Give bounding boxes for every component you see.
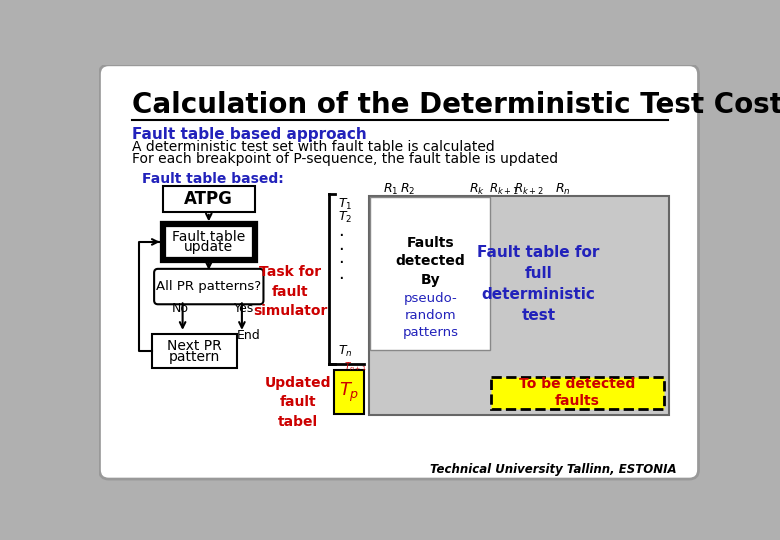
Text: $R_1$: $R_1$ [383,182,399,197]
Text: $R_{k+2}$: $R_{k+2}$ [514,182,544,197]
Text: update: update [184,240,233,254]
Text: pattern: pattern [168,349,220,363]
Text: $T_2$: $T_2$ [339,210,353,225]
Text: Fault table based:: Fault table based: [142,172,284,186]
FancyBboxPatch shape [369,195,669,415]
Text: ATPG: ATPG [184,190,233,208]
FancyBboxPatch shape [162,224,255,260]
Text: $T_{n+1}$: $T_{n+1}$ [344,360,367,373]
Text: ⋅: ⋅ [339,254,344,273]
FancyBboxPatch shape [335,370,363,414]
Text: Task for
fault
simulator: Task for fault simulator [254,266,328,319]
Text: A deterministic test set with fault table is calculated: A deterministic test set with fault tabl… [132,140,495,154]
FancyBboxPatch shape [152,334,236,368]
Text: ⋅: ⋅ [339,241,344,259]
Text: $R_n$: $R_n$ [555,182,571,197]
Text: Updated
fault
tabel: Updated fault tabel [265,375,332,429]
Text: ⋅: ⋅ [339,227,344,245]
Text: Faults
detected
By: Faults detected By [395,236,466,287]
FancyBboxPatch shape [99,65,699,479]
FancyBboxPatch shape [154,269,264,304]
Text: All PR patterns?: All PR patterns? [156,280,261,293]
Text: $T_1$: $T_1$ [339,198,353,213]
Text: $T_p$: $T_p$ [339,381,359,404]
Text: End: End [236,329,261,342]
Text: $R_2$: $R_2$ [400,182,415,197]
Text: pseudo-
random
patterns: pseudo- random patterns [402,292,459,339]
Text: Technical University Tallinn, ESTONIA: Technical University Tallinn, ESTONIA [431,463,677,476]
Text: ⋅: ⋅ [339,270,344,288]
FancyBboxPatch shape [370,197,490,350]
Text: $T_n$: $T_n$ [339,343,353,359]
Text: $R_k$: $R_k$ [469,182,485,197]
Text: Fault table for
full
deterministic
test: Fault table for full deterministic test [477,245,600,323]
FancyBboxPatch shape [162,186,255,212]
Text: No: No [172,302,189,315]
Text: Yes: Yes [234,302,254,315]
Text: $R_{k+1}$: $R_{k+1}$ [489,182,519,197]
Text: Fault table based approach: Fault table based approach [132,126,367,141]
Text: To be detected
faults: To be detected faults [519,377,636,408]
FancyBboxPatch shape [491,377,664,409]
Text: Calculation of the Deterministic Test Cost: Calculation of the Deterministic Test Co… [132,91,780,119]
Text: Fault table: Fault table [172,230,246,244]
Text: For each breakpoint of P-sequence, the fault table is updated: For each breakpoint of P-sequence, the f… [132,152,558,166]
Text: Next PR: Next PR [167,339,222,353]
